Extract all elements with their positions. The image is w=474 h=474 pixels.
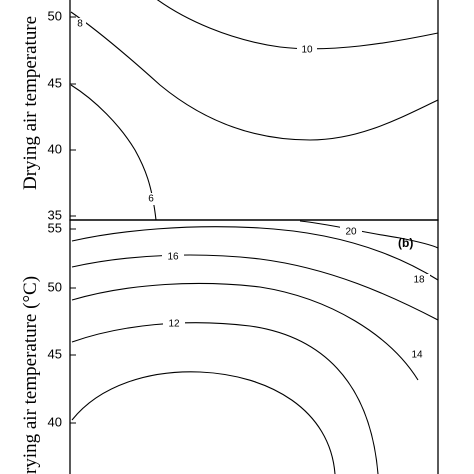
contour-line-6 (70, 84, 157, 221)
panel-b-ylabel: rying air temperature (°C) (20, 276, 41, 474)
panel-b-contours (71, 220, 439, 474)
contour-line-18 (71, 226, 439, 281)
y-tick-label: 35 (48, 207, 62, 222)
contour-label: 14 (411, 350, 423, 361)
panel-a-y-ticks: 35 40 45 50 (48, 8, 76, 222)
contour-label: 20 (345, 227, 357, 238)
contour-label: 10 (301, 45, 313, 56)
contour-label: 16 (167, 252, 179, 263)
contour-line-12 (71, 322, 379, 474)
contour-label: 12 (168, 319, 180, 330)
y-tick-label: 50 (48, 8, 62, 23)
contour-line-16 (71, 254, 439, 321)
panel-a-frame (69, 0, 439, 221)
panel-b-tag: (b) (398, 236, 413, 250)
contour-line-8 (70, 11, 439, 141)
panel-a-ylabel: Drying air temperature (20, 16, 41, 190)
panel-b-contour-labels: 20 16 18 12 14 (162, 226, 430, 361)
y-tick-label: 45 (48, 346, 62, 361)
y-tick-label: 55 (48, 220, 62, 235)
y-tick-label: 40 (48, 141, 62, 156)
y-tick-label: 45 (48, 75, 62, 90)
panel-a-contours (70, 0, 439, 221)
panel-b-frame (69, 219, 439, 474)
panel-a-contour-labels: 8 10 6 (74, 18, 317, 205)
panel-b: rying air temperature (°C) 40 45 50 55 2… (20, 219, 439, 474)
contour-label: 18 (413, 275, 425, 286)
contour-line-14 (71, 282, 419, 381)
y-tick-label: 50 (48, 279, 62, 294)
y-tick-label: 40 (48, 414, 62, 429)
contour-line-20 (299, 220, 439, 249)
contour-line-10 (156, 0, 439, 50)
panel-b-y-ticks: 40 45 50 55 (48, 220, 76, 429)
contour-label: 6 (148, 194, 154, 205)
contour-line-10 (71, 371, 336, 474)
panel-a: Drying air temperature 35 40 45 50 8 10 … (20, 0, 439, 222)
contour-label: 8 (77, 19, 83, 30)
